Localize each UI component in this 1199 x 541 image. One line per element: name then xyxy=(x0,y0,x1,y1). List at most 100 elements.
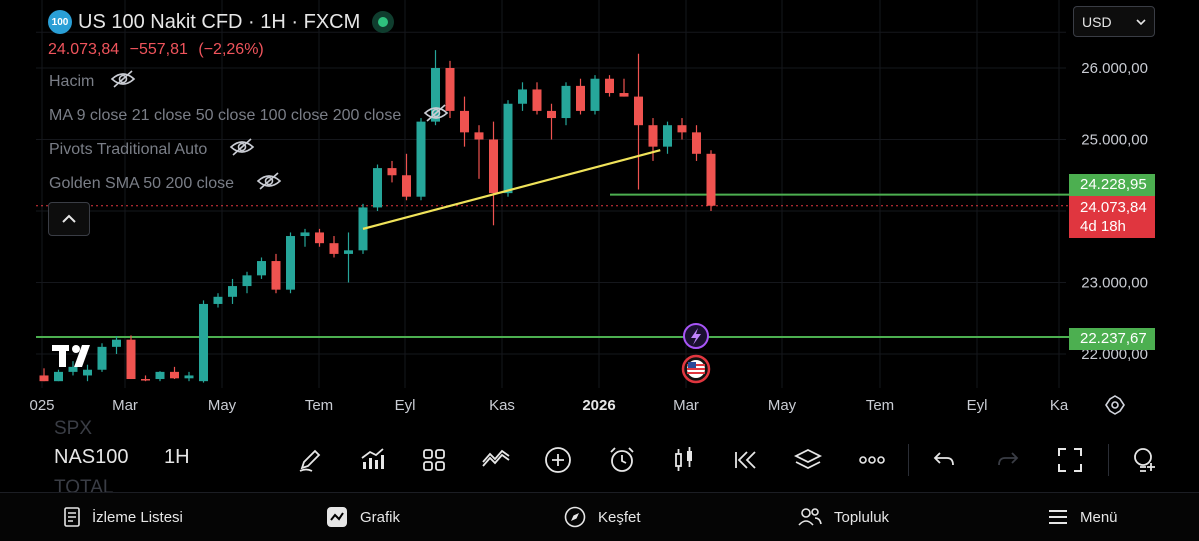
indicators-chart-icon[interactable] xyxy=(354,442,390,478)
add-circle-icon[interactable] xyxy=(540,442,576,478)
nav-menu[interactable]: Menü xyxy=(1048,493,1118,541)
symbol-logo-icon: 100 xyxy=(48,10,72,34)
time-axis-label: Tem xyxy=(305,397,333,414)
more-dots-icon[interactable] xyxy=(854,442,890,478)
currency-select[interactable]: USD xyxy=(1073,6,1155,37)
price-chart[interactable]: 26.000,00 25.000,00 23.000,00 22.000,00 025… xyxy=(0,0,1199,430)
chart-nav-icon xyxy=(327,507,347,527)
candle-body xyxy=(213,296,223,304)
compass-icon xyxy=(564,506,586,528)
candle-body xyxy=(112,339,121,347)
toolbar-divider xyxy=(908,444,909,476)
symbol-header[interactable]: 100 US 100 Nakit CFD · 1H · FXCM xyxy=(48,10,395,34)
layers-icon[interactable] xyxy=(790,442,826,478)
trendline-segment xyxy=(362,149,661,230)
nav-watchlist[interactable]: İzleme Listesi xyxy=(64,493,183,541)
candle-body xyxy=(576,85,585,111)
collapse-legend-button[interactable] xyxy=(48,202,90,236)
watchlist-icon xyxy=(64,507,80,527)
candle-body xyxy=(387,168,397,176)
symbol-switcher[interactable]: SPX NAS100 1H TOTAL xyxy=(54,418,254,498)
eye-hidden-icon[interactable] xyxy=(110,69,136,94)
candle-body xyxy=(170,371,179,379)
candle-body xyxy=(677,125,687,133)
trendline[interactable] xyxy=(362,149,661,230)
nav-label: Keşfet xyxy=(598,508,641,526)
horizontal-lines[interactable] xyxy=(36,193,1069,339)
candle-body xyxy=(634,96,643,126)
candle-body xyxy=(460,110,469,133)
indicator-label: MA 9 close 21 close 50 close 100 close 2… xyxy=(49,106,402,124)
indicator-volume[interactable]: Hacim xyxy=(49,69,136,94)
candle-body xyxy=(83,369,92,376)
timeframe[interactable]: 1H xyxy=(164,446,190,468)
time-axis-label: Kas xyxy=(489,397,515,414)
us-flag-event-icon[interactable] xyxy=(681,354,711,384)
candle-body xyxy=(184,375,194,379)
eye-hidden-icon[interactable] xyxy=(229,137,255,162)
undo-icon[interactable] xyxy=(926,442,962,478)
candle-body xyxy=(257,261,266,276)
symbol-title[interactable]: US 100 Nakit CFD · 1H · FXCM xyxy=(78,10,361,33)
settings-gear-icon[interactable] xyxy=(1105,395,1125,415)
flash-event-icon[interactable] xyxy=(683,323,709,349)
last-price: 24.073,84 xyxy=(48,41,120,58)
candle-body xyxy=(431,68,440,122)
candle-body xyxy=(300,232,310,237)
price-change-percent: (−2,26%) xyxy=(198,41,264,58)
bottom-navigation: İzleme Listesi Grafik Keşfet Topluluk Me… xyxy=(0,492,1199,541)
candle-body xyxy=(199,303,208,382)
price-axis-label: 22.000,00 xyxy=(1081,346,1148,363)
currency-value: USD xyxy=(1082,13,1112,30)
nav-explore[interactable]: Keşfet xyxy=(564,493,641,541)
candle-body xyxy=(39,375,49,382)
candle-body xyxy=(402,175,411,197)
indicator-golden-sma[interactable]: Golden SMA 50 200 close xyxy=(49,171,282,196)
level-price-tag[interactable]: 24.228,95 xyxy=(1069,174,1155,196)
time-axis-label: Eyl xyxy=(395,397,416,414)
candle-body xyxy=(547,110,556,119)
candle-body xyxy=(286,236,295,290)
time-axis-label: Mar xyxy=(112,397,138,414)
price-axis[interactable]: 26.000,00 25.000,00 23.000,00 22.000,00 xyxy=(1081,60,1148,363)
tradingview-logo xyxy=(52,345,96,372)
candle-body xyxy=(344,250,353,254)
candle-body xyxy=(663,125,672,147)
time-axis-label: May xyxy=(768,397,797,414)
eye-hidden-icon[interactable] xyxy=(423,103,449,128)
current-symbol[interactable]: NAS100 xyxy=(54,446,129,468)
fullscreen-icon[interactable] xyxy=(1052,442,1088,478)
indicator-ma[interactable]: MA 9 close 21 close 50 close 100 close 2… xyxy=(49,103,449,128)
candle-body xyxy=(68,366,78,372)
indicator-label: Golden SMA 50 200 close xyxy=(49,174,235,192)
candle-body xyxy=(329,243,339,254)
candle-body xyxy=(141,379,150,381)
nav-community[interactable]: Topluluk xyxy=(798,493,889,541)
redo-icon[interactable] xyxy=(990,442,1026,478)
nav-label: Menü xyxy=(1080,508,1118,526)
time-axis-label: 025 xyxy=(29,397,54,414)
ideas-lightbulb-icon[interactable] xyxy=(1126,442,1162,478)
candles-icon[interactable] xyxy=(666,442,702,478)
hamburger-menu-icon xyxy=(1049,510,1067,524)
replay-icon[interactable] xyxy=(728,442,764,478)
layout-grid-icon[interactable] xyxy=(416,442,452,478)
candle-body xyxy=(271,261,281,290)
current-price-tag[interactable]: 24.073,84 4d 18h xyxy=(1069,196,1155,238)
level-price-tag[interactable]: 22.237,67 xyxy=(1069,328,1155,350)
nav-chart[interactable]: Grafik xyxy=(326,493,400,541)
nav-label: Grafik xyxy=(360,508,401,526)
market-open-status-icon[interactable] xyxy=(372,11,395,33)
people-icon xyxy=(798,508,822,526)
candle-body xyxy=(315,232,324,244)
drawing-pen-icon[interactable] xyxy=(292,442,328,478)
candle-body xyxy=(532,89,542,111)
compare-icon[interactable] xyxy=(478,442,514,478)
time-axis-label: Eyl xyxy=(967,397,988,414)
previous-symbol[interactable]: SPX xyxy=(54,418,93,439)
time-axis[interactable]: 025 Mar May Tem Eyl Kas 2026 Mar May Tem Eyl Ka xyxy=(29,397,1068,414)
indicator-pivots[interactable]: Pivots Traditional Auto xyxy=(49,137,255,162)
alarm-clock-icon[interactable] xyxy=(604,442,640,478)
candle-body xyxy=(605,78,614,94)
eye-hidden-icon[interactable] xyxy=(256,171,282,196)
